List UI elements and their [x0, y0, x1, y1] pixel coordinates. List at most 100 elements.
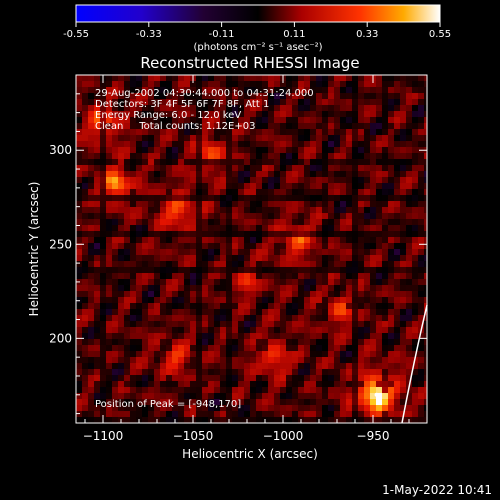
heatmap-cell: [400, 369, 407, 376]
heatmap-cell: [352, 153, 359, 160]
heatmap-cell: [142, 165, 149, 172]
heatmap-cell: [124, 285, 131, 292]
heatmap-cell: [352, 129, 359, 136]
heatmap-cell: [250, 117, 257, 124]
heatmap-cell: [400, 75, 407, 82]
heatmap-cell: [358, 267, 365, 274]
heatmap-cell: [256, 105, 263, 112]
heatmap-cell: [250, 327, 257, 334]
heatmap-cell: [142, 291, 149, 298]
heatmap-cell: [322, 285, 329, 292]
heatmap-cell: [340, 87, 347, 94]
heatmap-cell: [304, 225, 311, 232]
heatmap-cell: [352, 303, 359, 310]
heatmap-cell: [124, 375, 131, 382]
heatmap-cell: [82, 351, 89, 358]
heatmap-cell: [400, 297, 407, 304]
heatmap-cell: [196, 87, 203, 94]
heatmap-cell: [286, 141, 293, 148]
heatmap-cell: [352, 375, 359, 382]
heatmap-cell: [88, 261, 95, 268]
heatmap-cell: [286, 225, 293, 232]
heatmap-cell: [82, 165, 89, 172]
heatmap-cell: [322, 333, 329, 340]
heatmap-cell: [406, 309, 413, 316]
heatmap-cell: [136, 195, 143, 202]
heatmap-cell: [178, 105, 185, 112]
heatmap-cell: [76, 375, 83, 382]
heatmap-cell: [100, 291, 107, 298]
heatmap-cell: [292, 267, 299, 274]
heatmap-cell: [226, 75, 233, 82]
heatmap-cell: [202, 183, 209, 190]
heatmap-cell: [262, 105, 269, 112]
heatmap-cell: [268, 261, 275, 268]
heatmap-cell: [412, 117, 419, 124]
heatmap-cell: [292, 381, 299, 388]
heatmap-cell: [262, 279, 269, 286]
heatmap-cell: [370, 297, 377, 304]
heatmap-cell: [376, 87, 383, 94]
heatmap-cell: [316, 285, 323, 292]
heatmap-cell: [364, 333, 371, 340]
heatmap-cell: [184, 177, 191, 184]
heatmap-cell: [364, 231, 371, 238]
heatmap-cell: [394, 273, 401, 280]
heatmap-cell: [322, 231, 329, 238]
heatmap-cell: [364, 309, 371, 316]
heatmap-cell: [292, 195, 299, 202]
heatmap-cell: [178, 177, 185, 184]
heatmap-cell: [238, 291, 245, 298]
heatmap-cell: [202, 237, 209, 244]
heatmap-cell: [298, 381, 305, 388]
heatmap-cell: [250, 129, 257, 136]
heatmap-cell: [172, 393, 179, 400]
heatmap-cell: [142, 357, 149, 364]
heatmap-cell: [244, 141, 251, 148]
heatmap-cell: [166, 327, 173, 334]
heatmap-cell: [382, 117, 389, 124]
heatmap-cell: [334, 399, 341, 406]
heatmap-cell: [88, 141, 95, 148]
heatmap-cell: [406, 405, 413, 412]
heatmap-cell: [274, 351, 281, 358]
heatmap-cell: [124, 177, 131, 184]
heatmap-cell: [196, 189, 203, 196]
heatmap-cell: [196, 183, 203, 190]
heatmap-cell: [214, 81, 221, 88]
heatmap-cell: [340, 249, 347, 256]
heatmap-cell: [256, 249, 263, 256]
heatmap-cell: [376, 393, 383, 400]
heatmap-cell: [340, 141, 347, 148]
heatmap-cell: [334, 387, 341, 394]
heatmap-cell: [226, 195, 233, 202]
heatmap-cell: [340, 201, 347, 208]
heatmap-cell: [94, 243, 101, 250]
heatmap-cell: [184, 333, 191, 340]
heatmap-cell: [400, 189, 407, 196]
heatmap-cell: [304, 333, 311, 340]
heatmap-cell: [340, 387, 347, 394]
heatmap-cell: [406, 387, 413, 394]
heatmap-cell: [106, 327, 113, 334]
heatmap-cell: [304, 99, 311, 106]
heatmap-cell: [82, 279, 89, 286]
heatmap-cell: [106, 207, 113, 214]
x-tick-label: −1050: [173, 429, 214, 443]
heatmap-cell: [376, 363, 383, 370]
heatmap-cell: [160, 147, 167, 154]
heatmap-cell: [316, 195, 323, 202]
heatmap-cell: [310, 129, 317, 136]
heatmap-cell: [196, 201, 203, 208]
heatmap-cell: [328, 159, 335, 166]
heatmap-cell: [118, 309, 125, 316]
heatmap-cell: [226, 105, 233, 112]
heatmap-cell: [256, 363, 263, 370]
heatmap-cell: [424, 405, 427, 412]
heatmap-cell: [160, 387, 167, 394]
heatmap-cell: [184, 357, 191, 364]
heatmap-cell: [328, 381, 335, 388]
heatmap-cell: [262, 147, 269, 154]
heatmap-cell: [406, 351, 413, 358]
heatmap-cell: [424, 267, 427, 274]
